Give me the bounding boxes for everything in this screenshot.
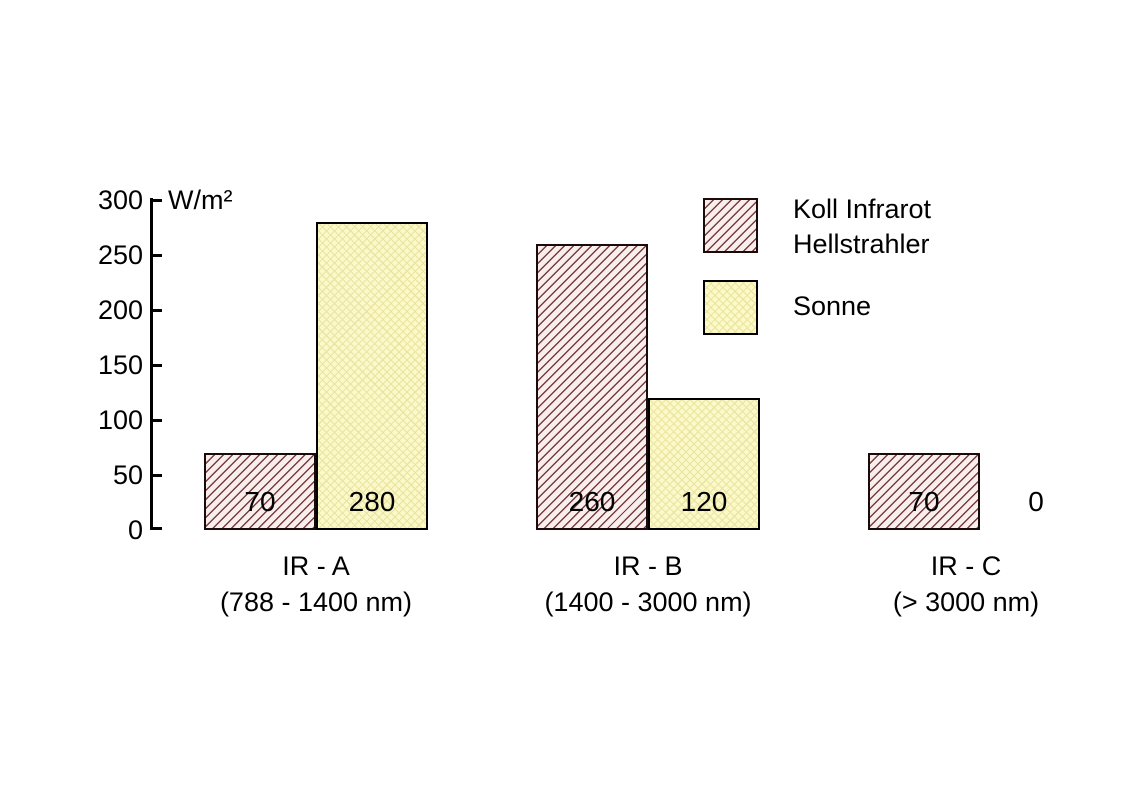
- legend-label-koll-infrarot: Koll Infrarot Hellstrahler: [793, 192, 931, 262]
- y-axis-unit-label: W/m²: [168, 185, 233, 215]
- y-tick-200: [152, 308, 162, 312]
- bar-koll-infrarot-ir-a: [204, 453, 316, 530]
- bar-value-label: 70: [244, 486, 276, 517]
- y-tick-label-200: 200: [97, 295, 143, 325]
- y-tick-0: [152, 527, 162, 530]
- y-tick-250: [152, 253, 162, 257]
- bar-koll-infrarot-ir-c: [868, 453, 980, 530]
- y-tick-300: [152, 198, 162, 202]
- legend-swatch-koll-infrarot: [703, 198, 758, 253]
- bar-value-label: 0: [1028, 486, 1044, 517]
- bar-value-label: 260: [568, 486, 616, 517]
- bar-sonne-ir-b: [648, 398, 760, 530]
- legend-label-sonne: Sonne: [793, 291, 872, 321]
- y-tick-label-150: 150: [97, 350, 143, 380]
- bar-koll-infrarot-ir-b: [536, 244, 648, 530]
- category-label-ir-a: IR - A (788 - 1400 nm): [219, 551, 413, 617]
- y-tick-label-100: 100: [97, 405, 143, 435]
- y-tick-label-300: 300: [97, 185, 143, 215]
- bar-value-label: 120: [680, 486, 728, 517]
- y-tick-label-50: 50: [112, 460, 143, 490]
- y-tick-label-250: 250: [97, 240, 143, 270]
- category-label-ir-b: IR - B (1400 - 3000 nm): [544, 551, 752, 617]
- legend-label-line: Koll Infrarot: [793, 194, 932, 224]
- legend-label-line: Hellstrahler: [793, 229, 930, 259]
- y-tick-150: [152, 363, 162, 367]
- bar-value-label: 70: [908, 486, 940, 517]
- y-tick-label-0: 0: [127, 515, 143, 545]
- bar-sonne-ir-a: [316, 222, 428, 530]
- y-axis-line: [150, 198, 153, 530]
- bar-value-label: 280: [348, 486, 396, 517]
- legend-swatch-sonne: [703, 280, 758, 335]
- y-tick-100: [152, 418, 162, 422]
- category-label-ir-c: IR - C (> 3000 nm): [892, 551, 1040, 617]
- y-tick-50: [152, 473, 162, 477]
